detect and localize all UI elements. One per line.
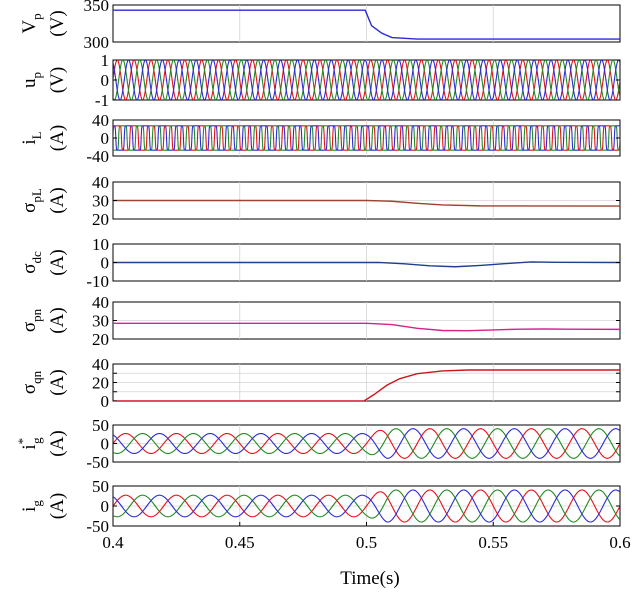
y-tick-label: -40: [86, 147, 109, 166]
phase-waveform: [113, 60, 620, 100]
y-tick-label: 40: [92, 173, 109, 192]
phase-waveform: [113, 60, 620, 100]
y-tick-label: 0: [101, 71, 110, 90]
y-tick-label: 50: [92, 477, 109, 496]
y-tick-label: -50: [86, 517, 109, 536]
phase-waveform: [113, 428, 620, 459]
y-axis-unit-up: (V): [47, 67, 68, 93]
series-line: [113, 369, 620, 401]
y-axis-unit-spn: (A): [47, 307, 68, 333]
y-axis-label-igref: i*g: [15, 437, 44, 450]
x-tick-label: 0.5: [356, 533, 377, 552]
y-tick-label: 0: [101, 254, 110, 273]
panel-up: -101 up (V): [19, 51, 621, 110]
y-tick-label: 0: [101, 392, 110, 411]
phase-waveform: [113, 489, 620, 523]
panel-data: [113, 9, 620, 40]
y-tick-label: 40: [92, 293, 109, 312]
y-axis-label-vp: Vp: [19, 13, 44, 33]
y-tick-label: -10: [86, 272, 109, 291]
x-tick-label: 0.45: [225, 533, 255, 552]
phase-waveform: [113, 60, 620, 100]
y-axis-unit-vp: (V): [47, 10, 68, 36]
phase-waveform: [113, 489, 620, 523]
x-tick-label: 0.55: [478, 533, 508, 552]
y-axis-label-il: iL: [19, 131, 44, 144]
y-axis-unit-igref: (A): [47, 430, 68, 456]
y-axis-unit-ig: (A): [47, 493, 68, 519]
panel-data: [113, 199, 620, 207]
panel-data: [113, 261, 620, 268]
series-line: [113, 199, 620, 207]
x-axis-label: Time(s): [340, 568, 399, 589]
y-tick-label: -1: [95, 91, 109, 110]
y-tick-label: 350: [84, 0, 110, 15]
y-tick-label: 0: [101, 435, 110, 454]
y-axis-label-sdc: σdc: [19, 251, 44, 274]
y-axis-label-ig: ig: [19, 500, 44, 512]
x-tick-label: 0.4: [102, 533, 124, 552]
phase-waveform: [113, 125, 620, 151]
y-tick-label: 20: [92, 330, 109, 349]
panel-data: [113, 60, 620, 100]
phase-waveform: [113, 428, 620, 459]
y-tick-label: 20: [92, 210, 109, 229]
y-tick-label: 20: [92, 374, 109, 393]
y-tick-label: 0: [101, 497, 110, 516]
y-tick-label: 10: [92, 235, 109, 254]
y-axis-label-up: up: [19, 72, 44, 88]
panel-data: [113, 489, 620, 523]
y-tick-label: 0: [101, 129, 110, 148]
panel-data: [113, 322, 620, 332]
phase-waveform: [113, 125, 620, 151]
series-line: [113, 322, 620, 332]
y-axis-unit-sdc: (A): [47, 249, 68, 275]
y-axis-label-sqn: σqn: [19, 370, 44, 394]
y-axis-unit-il: (A): [47, 125, 68, 151]
y-tick-label: 300: [84, 33, 110, 52]
x-axis: 0.4 0.45 0.5 0.55 0.6: [102, 522, 631, 552]
y-tick-label: 40: [92, 111, 109, 130]
series-line: [113, 9, 620, 40]
x-tick-label: 0.6: [609, 533, 630, 552]
panel-data: [113, 369, 620, 401]
y-axis-unit-spl: (A): [47, 187, 68, 213]
phase-waveform: [113, 428, 620, 459]
panel-data: [113, 428, 620, 459]
y-tick-label: -50: [86, 453, 109, 472]
y-axis-unit-sqn: (A): [47, 369, 68, 395]
phase-waveform: [113, 125, 620, 151]
y-tick-label: 40: [92, 355, 109, 374]
y-axis-label-spn: σpn: [19, 308, 44, 332]
series-line: [113, 261, 620, 268]
panel-vp: 300 350 Vp (V): [19, 0, 621, 52]
y-tick-label: 30: [92, 312, 109, 331]
y-tick-label: 1: [101, 51, 110, 70]
phase-waveform: [113, 489, 620, 523]
panel-data: [113, 125, 620, 151]
y-axis-label-spl: σpL: [19, 188, 44, 213]
y-tick-label: 50: [92, 416, 109, 435]
y-tick-label: 30: [92, 192, 109, 211]
